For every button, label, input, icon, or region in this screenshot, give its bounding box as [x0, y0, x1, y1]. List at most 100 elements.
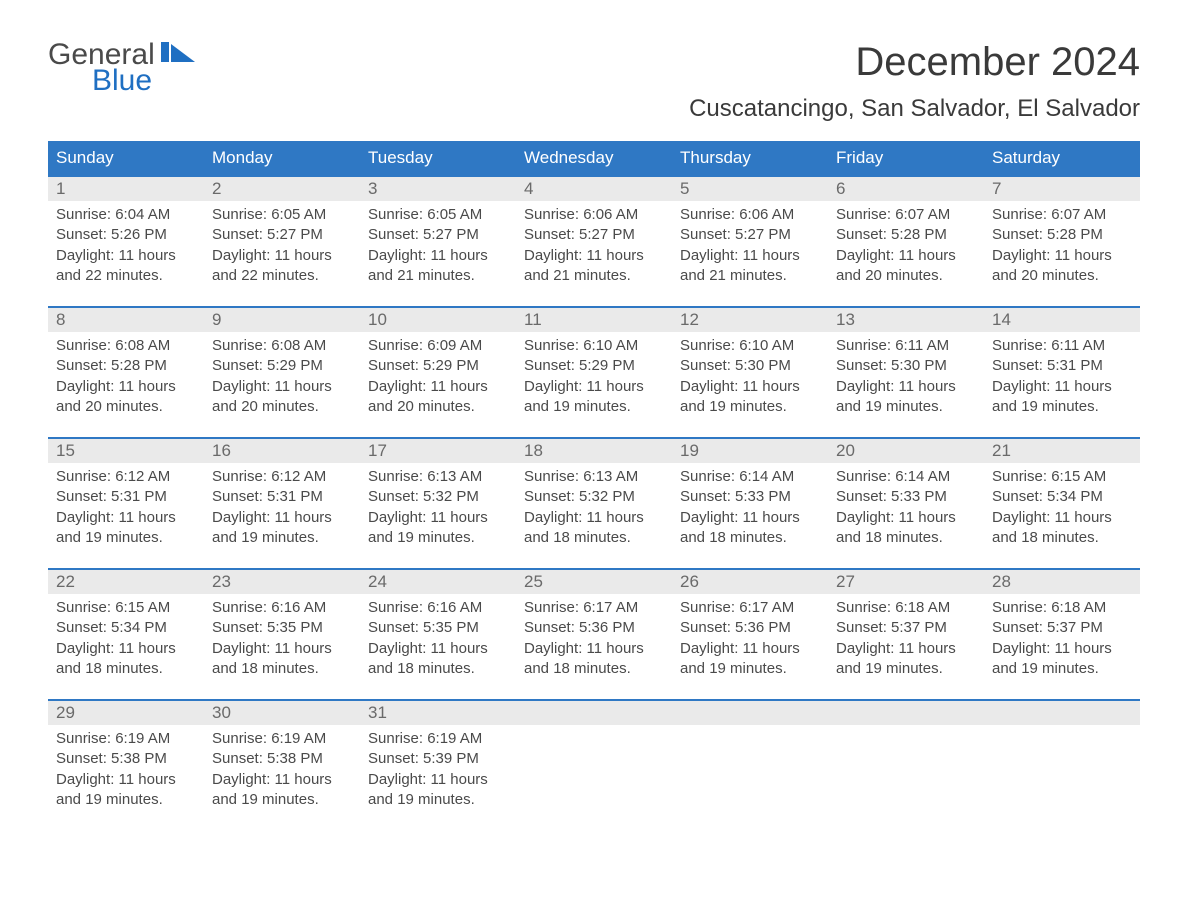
day-number: 19	[672, 439, 828, 463]
day-sunset: Sunset: 5:28 PM	[56, 356, 196, 376]
day-cell: Sunrise: 6:06 AMSunset: 5:27 PMDaylight:…	[672, 201, 828, 296]
day-number: 10	[360, 308, 516, 332]
day-day2: and 19 minutes.	[524, 397, 664, 417]
day-sunset: Sunset: 5:30 PM	[680, 356, 820, 376]
day-day1: Daylight: 11 hours	[368, 246, 508, 266]
day-sunrise: Sunrise: 6:06 AM	[524, 205, 664, 225]
day-sunrise: Sunrise: 6:07 AM	[836, 205, 976, 225]
day-day1: Daylight: 11 hours	[680, 639, 820, 659]
day-sunrise: Sunrise: 6:07 AM	[992, 205, 1132, 225]
day-sunset: Sunset: 5:32 PM	[368, 487, 508, 507]
header: General Blue December 2024 Cuscatancingo…	[48, 40, 1140, 123]
day-day2: and 19 minutes.	[212, 528, 352, 548]
day-sunrise: Sunrise: 6:17 AM	[524, 598, 664, 618]
day-number: 31	[360, 701, 516, 725]
location: Cuscatancingo, San Salvador, El Salvador	[689, 95, 1140, 123]
day-sunset: Sunset: 5:39 PM	[368, 749, 508, 769]
day-number-row: 15161718192021	[48, 439, 1140, 463]
day-header-friday: Friday	[828, 141, 984, 175]
day-sunset: Sunset: 5:34 PM	[992, 487, 1132, 507]
day-day1: Daylight: 11 hours	[368, 377, 508, 397]
day-sunrise: Sunrise: 6:15 AM	[56, 598, 196, 618]
day-number: 23	[204, 570, 360, 594]
title-block: December 2024 Cuscatancingo, San Salvado…	[689, 40, 1140, 123]
day-sunset: Sunset: 5:29 PM	[212, 356, 352, 376]
day-day1: Daylight: 11 hours	[524, 639, 664, 659]
day-day1: Daylight: 11 hours	[992, 639, 1132, 659]
day-number-row: 293031	[48, 701, 1140, 725]
day-day2: and 18 minutes.	[680, 528, 820, 548]
day-number: 15	[48, 439, 204, 463]
day-sunset: Sunset: 5:34 PM	[56, 618, 196, 638]
day-cell: Sunrise: 6:11 AMSunset: 5:31 PMDaylight:…	[984, 332, 1140, 427]
day-day2: and 21 minutes.	[524, 266, 664, 286]
day-day1: Daylight: 11 hours	[836, 639, 976, 659]
day-day1: Daylight: 11 hours	[680, 377, 820, 397]
day-number: 26	[672, 570, 828, 594]
day-day1: Daylight: 11 hours	[992, 377, 1132, 397]
day-cell: Sunrise: 6:09 AMSunset: 5:29 PMDaylight:…	[360, 332, 516, 427]
day-sunset: Sunset: 5:35 PM	[212, 618, 352, 638]
day-number: 11	[516, 308, 672, 332]
day-day2: and 19 minutes.	[992, 397, 1132, 417]
calendar: Sunday Monday Tuesday Wednesday Thursday…	[48, 141, 1140, 820]
day-day2: and 19 minutes.	[992, 659, 1132, 679]
day-sunset: Sunset: 5:29 PM	[368, 356, 508, 376]
day-day2: and 19 minutes.	[212, 790, 352, 810]
day-cell: Sunrise: 6:15 AMSunset: 5:34 PMDaylight:…	[984, 463, 1140, 558]
day-day1: Daylight: 11 hours	[992, 246, 1132, 266]
day-day2: and 19 minutes.	[56, 790, 196, 810]
day-header-row: Sunday Monday Tuesday Wednesday Thursday…	[48, 141, 1140, 175]
day-cell: Sunrise: 6:04 AMSunset: 5:26 PMDaylight:…	[48, 201, 204, 296]
day-cell: Sunrise: 6:12 AMSunset: 5:31 PMDaylight:…	[48, 463, 204, 558]
day-number: 4	[516, 177, 672, 201]
week-block: 1234567Sunrise: 6:04 AMSunset: 5:26 PMDa…	[48, 175, 1140, 296]
day-sunrise: Sunrise: 6:19 AM	[56, 729, 196, 749]
week-block: 22232425262728Sunrise: 6:15 AMSunset: 5:…	[48, 568, 1140, 689]
day-day1: Daylight: 11 hours	[212, 246, 352, 266]
day-sunset: Sunset: 5:27 PM	[368, 225, 508, 245]
day-day2: and 22 minutes.	[212, 266, 352, 286]
day-day2: and 19 minutes.	[836, 397, 976, 417]
day-number: 21	[984, 439, 1140, 463]
day-day2: and 18 minutes.	[368, 659, 508, 679]
day-sunrise: Sunrise: 6:05 AM	[212, 205, 352, 225]
day-day2: and 20 minutes.	[992, 266, 1132, 286]
day-cell: Sunrise: 6:16 AMSunset: 5:35 PMDaylight:…	[204, 594, 360, 689]
week-block: 293031Sunrise: 6:19 AMSunset: 5:38 PMDay…	[48, 699, 1140, 820]
day-content-row: Sunrise: 6:08 AMSunset: 5:28 PMDaylight:…	[48, 332, 1140, 427]
day-number	[828, 701, 984, 725]
day-number: 13	[828, 308, 984, 332]
day-cell: Sunrise: 6:15 AMSunset: 5:34 PMDaylight:…	[48, 594, 204, 689]
day-sunrise: Sunrise: 6:04 AM	[56, 205, 196, 225]
day-day2: and 18 minutes.	[56, 659, 196, 679]
week-block: 891011121314Sunrise: 6:08 AMSunset: 5:28…	[48, 306, 1140, 427]
day-sunrise: Sunrise: 6:11 AM	[992, 336, 1132, 356]
day-day1: Daylight: 11 hours	[56, 639, 196, 659]
day-sunrise: Sunrise: 6:13 AM	[368, 467, 508, 487]
day-sunset: Sunset: 5:33 PM	[680, 487, 820, 507]
day-sunrise: Sunrise: 6:06 AM	[680, 205, 820, 225]
day-day2: and 19 minutes.	[368, 528, 508, 548]
day-sunset: Sunset: 5:32 PM	[524, 487, 664, 507]
day-cell: Sunrise: 6:18 AMSunset: 5:37 PMDaylight:…	[828, 594, 984, 689]
day-sunset: Sunset: 5:27 PM	[680, 225, 820, 245]
day-sunset: Sunset: 5:31 PM	[992, 356, 1132, 376]
day-number: 27	[828, 570, 984, 594]
day-cell: Sunrise: 6:13 AMSunset: 5:32 PMDaylight:…	[516, 463, 672, 558]
day-day1: Daylight: 11 hours	[56, 377, 196, 397]
day-day2: and 18 minutes.	[524, 659, 664, 679]
day-sunset: Sunset: 5:38 PM	[212, 749, 352, 769]
day-cell: Sunrise: 6:19 AMSunset: 5:38 PMDaylight:…	[204, 725, 360, 820]
day-number-row: 891011121314	[48, 308, 1140, 332]
day-day2: and 21 minutes.	[680, 266, 820, 286]
day-day2: and 22 minutes.	[56, 266, 196, 286]
day-number: 18	[516, 439, 672, 463]
day-number: 3	[360, 177, 516, 201]
day-sunrise: Sunrise: 6:13 AM	[524, 467, 664, 487]
day-cell	[984, 725, 1140, 820]
day-sunrise: Sunrise: 6:10 AM	[524, 336, 664, 356]
day-number: 17	[360, 439, 516, 463]
day-sunrise: Sunrise: 6:08 AM	[56, 336, 196, 356]
day-cell: Sunrise: 6:18 AMSunset: 5:37 PMDaylight:…	[984, 594, 1140, 689]
